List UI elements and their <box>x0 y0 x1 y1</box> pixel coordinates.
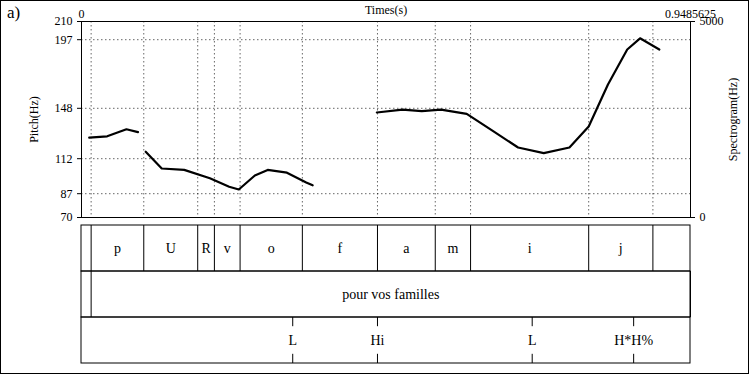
svg-text:f: f <box>338 241 343 256</box>
svg-text:m: m <box>447 241 458 256</box>
svg-text:112: 112 <box>55 152 73 166</box>
svg-text:H*H%: H*H% <box>614 333 653 348</box>
svg-text:j: j <box>618 241 623 256</box>
svg-text:0: 0 <box>700 210 706 223</box>
svg-text:o: o <box>268 241 275 256</box>
svg-text:L: L <box>528 333 537 348</box>
svg-text:U: U <box>166 241 176 256</box>
svg-text:a: a <box>403 241 410 256</box>
svg-text:Spectrogram(Hz): Spectrogram(Hz) <box>726 78 740 161</box>
svg-text:210: 210 <box>55 14 73 28</box>
svg-text:87: 87 <box>61 187 73 201</box>
svg-text:R: R <box>201 241 211 256</box>
svg-text:148: 148 <box>55 101 73 115</box>
svg-text:Pitch(Hz): Pitch(Hz) <box>27 96 41 143</box>
html-text:a): a) <box>7 3 21 22</box>
svg-text:70: 70 <box>61 210 73 223</box>
svg-text:5000: 5000 <box>700 14 724 28</box>
svg-text:p: p <box>114 241 121 256</box>
svg-text:0: 0 <box>79 7 85 21</box>
svg-text:Times(s): Times(s) <box>365 3 407 17</box>
svg-text:Hi: Hi <box>370 333 384 348</box>
svg-text:0.9485625: 0.9485625 <box>665 6 716 21</box>
svg-text:L: L <box>288 333 297 348</box>
svg-text:pour vos familles: pour vos familles <box>342 287 439 302</box>
svg-text:v: v <box>224 241 231 256</box>
svg-text:i: i <box>528 241 532 256</box>
svg-text:197: 197 <box>55 33 73 47</box>
